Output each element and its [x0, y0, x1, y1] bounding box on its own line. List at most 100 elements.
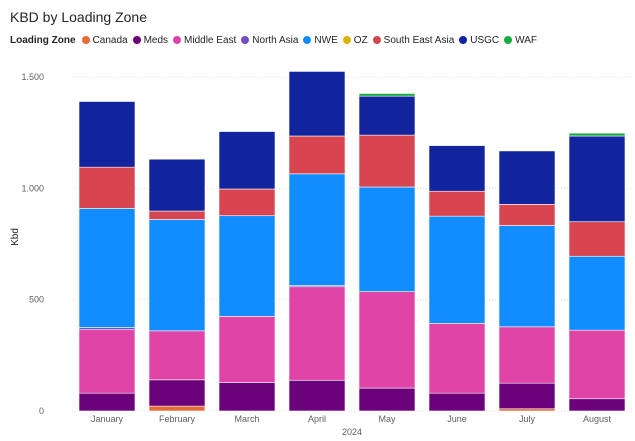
bar-segment-middle-east[interactable]	[358, 291, 416, 389]
bar-segment-meds[interactable]	[568, 398, 626, 412]
bar-stack-may[interactable]	[358, 93, 416, 412]
legend-label: USGC	[470, 34, 500, 46]
bar-segment-meds[interactable]	[498, 382, 556, 410]
bar-segment-meds[interactable]	[148, 379, 206, 407]
legend-label: North Asia	[252, 34, 299, 46]
bar-segment-south-east-asia[interactable]	[218, 188, 276, 217]
bar-stack-august[interactable]	[568, 132, 626, 412]
legend-marker	[173, 36, 182, 44]
bar-segment-south-east-asia[interactable]	[568, 221, 626, 257]
x-tick-label: April	[308, 414, 326, 424]
legend-item-waf[interactable]: WAF	[504, 35, 537, 46]
bar-segment-middle-east[interactable]	[78, 329, 136, 394]
legend-item-meds[interactable]: Meds	[132, 34, 169, 46]
bar-segment-nwe[interactable]	[428, 215, 486, 324]
x-tick-label: June	[447, 414, 467, 424]
x-tick-label: January	[91, 414, 124, 424]
legend-marker	[459, 36, 468, 44]
bar-segment-middle-east[interactable]	[428, 323, 486, 394]
bar-segment-meds[interactable]	[218, 382, 276, 412]
bar-segment-south-east-asia[interactable]	[428, 190, 486, 217]
bar-stack-june[interactable]	[428, 145, 486, 412]
legend-label: Meds	[143, 34, 169, 46]
x-tick-label: July	[519, 414, 536, 424]
bar-segment-middle-east[interactable]	[568, 329, 626, 400]
bar-segment-nwe[interactable]	[218, 215, 276, 317]
legend-item-oz[interactable]: OZ	[342, 34, 368, 46]
legend-marker	[132, 36, 141, 44]
legend-marker	[504, 36, 513, 44]
bar-segment-usgc[interactable]	[358, 95, 416, 136]
bar-segment-middle-east[interactable]	[288, 286, 346, 381]
legend-item-south-east-asia[interactable]: South East Asia	[372, 34, 455, 46]
legend-marker	[303, 36, 312, 44]
x-tick-label: May	[378, 414, 396, 424]
legend-label: OZ	[353, 34, 368, 46]
legend-item-middle-east[interactable]: Middle East	[173, 35, 236, 46]
bar-segment-nwe[interactable]	[288, 173, 346, 286]
bar-segment-usgc[interactable]	[288, 71, 346, 137]
legend-label: NWE	[314, 34, 338, 46]
legend: Loading Zone Canada Meds Middle East North …	[10, 33, 542, 47]
bar-segment-south-east-asia[interactable]	[78, 166, 136, 209]
bar-segment-meds[interactable]	[78, 392, 136, 412]
bar-segment-waf[interactable]	[358, 93, 416, 97]
legend-label: Middle East	[184, 34, 237, 46]
legend-marker	[342, 36, 351, 44]
bar-segment-south-east-asia[interactable]	[148, 210, 206, 220]
bar-segment-usgc[interactable]	[428, 145, 486, 192]
bar-segment-usgc[interactable]	[148, 158, 206, 212]
bar-stack-march[interactable]	[218, 131, 276, 412]
bar-segment-meds[interactable]	[428, 392, 486, 412]
legend-marker	[372, 36, 381, 44]
legend-item-usgc[interactable]: USGC	[459, 35, 499, 46]
legend-label: South East Asia	[383, 34, 455, 46]
legend-item-nwe[interactable]: NWE	[303, 34, 338, 46]
legend-item-canada[interactable]: Canada	[81, 34, 128, 46]
bar-segment-middle-east[interactable]	[148, 330, 206, 381]
bar-segment-canada[interactable]	[148, 405, 206, 412]
legend-item-north-asia[interactable]: North Asia	[241, 35, 298, 46]
bar-segment-meds[interactable]	[358, 387, 416, 412]
bar-segment-usgc[interactable]	[78, 101, 136, 168]
x-tick-label: March	[234, 414, 259, 424]
bar-segment-usgc[interactable]	[568, 135, 626, 223]
x-axis-title: 2024	[342, 427, 362, 437]
y-tick-label: 500	[29, 295, 44, 305]
bar-stack-april[interactable]	[288, 71, 346, 412]
legend-label: Canada	[92, 34, 128, 46]
bar-segment-nwe[interactable]	[148, 219, 206, 332]
legend-marker	[241, 36, 250, 44]
bar-stack-january[interactable]	[78, 101, 136, 412]
chart-title: KBD by Loading Zone	[10, 9, 147, 25]
bar-segment-south-east-asia[interactable]	[358, 134, 416, 188]
bar-stack-july[interactable]	[498, 150, 556, 412]
bar-segment-middle-east[interactable]	[218, 316, 276, 383]
bar-segment-nwe[interactable]	[78, 208, 136, 328]
y-axis-title: Kbd	[10, 228, 21, 246]
bar-segment-south-east-asia[interactable]	[498, 204, 556, 226]
x-tick-label: February	[159, 414, 196, 424]
bar-segment-waf[interactable]	[568, 132, 626, 137]
bars	[78, 71, 626, 412]
bar-segment-south-east-asia[interactable]	[288, 135, 346, 175]
legend-title: Loading Zone	[10, 34, 76, 46]
bar-stack-february[interactable]	[148, 158, 206, 412]
y-tick-label: 0	[39, 406, 44, 416]
x-axis: January February March April May June July Augu…	[91, 414, 612, 424]
bar-segment-nwe[interactable]	[358, 186, 416, 292]
bar-segment-canada[interactable]	[498, 408, 556, 412]
bar-segment-meds[interactable]	[288, 379, 346, 412]
legend-marker	[81, 36, 90, 44]
bar-segment-usgc[interactable]	[498, 150, 556, 205]
bar-segment-middle-east[interactable]	[498, 326, 556, 384]
bar-segment-nwe[interactable]	[568, 255, 626, 331]
bar-segment-nwe[interactable]	[498, 225, 556, 328]
y-tick-label: 1.500	[21, 72, 44, 82]
x-tick-label: August	[583, 414, 612, 424]
bar-segment-north-asia[interactable]	[78, 327, 136, 331]
legend-label: WAF	[515, 34, 538, 46]
bar-segment-usgc[interactable]	[218, 131, 276, 190]
y-tick-label: 1.000	[21, 183, 44, 193]
